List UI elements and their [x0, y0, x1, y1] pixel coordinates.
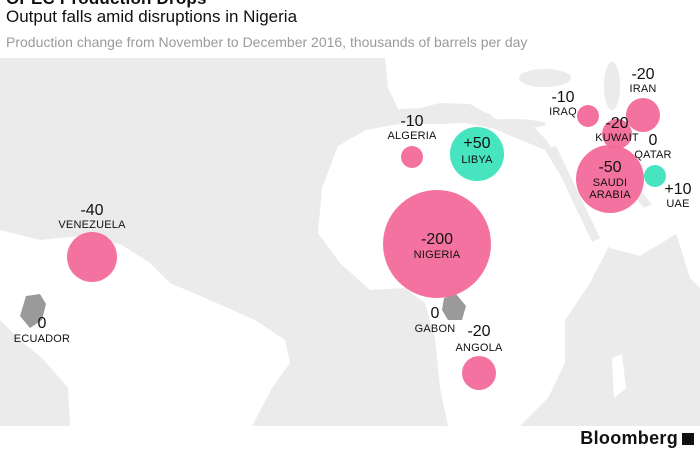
chart-subtitle: Production change from November to Decem… — [6, 34, 528, 50]
algeria-bubble — [401, 146, 423, 168]
ecuador-shape — [20, 294, 46, 328]
south-america-landmass — [0, 230, 290, 426]
chart-kicker: OPEC Production Drops — [6, 0, 207, 9]
mediterranean-sea — [368, 108, 492, 124]
venezuela-bubble — [67, 232, 117, 282]
brand-name: Bloomberg — [580, 428, 678, 448]
nigeria-name-label: NIGERIA — [413, 249, 461, 261]
brand-square-icon — [682, 433, 694, 445]
caspian-sea — [604, 62, 620, 110]
libya-value-label: +50 — [463, 135, 491, 152]
kuwait-value-label: -20 — [605, 115, 629, 132]
uae-value-label: +10 — [664, 181, 692, 198]
europe-mideast-landmass — [385, 58, 700, 218]
ecuador-value-label: 0 — [37, 315, 47, 332]
saudi-arabia-name-label: SAUDI ARABIA — [589, 177, 631, 201]
gabon-name-label: GABON — [414, 323, 456, 335]
kuwait-bubble — [602, 119, 632, 149]
gabon-value-label: 0 — [430, 305, 440, 322]
venezuela-value-label: -40 — [80, 202, 104, 219]
angola-name-label: ANGOLA — [455, 342, 503, 354]
kuwait-name-label: KUWAIT — [595, 132, 639, 144]
red-sea — [548, 146, 600, 242]
angola-bubble — [462, 356, 496, 390]
gabon-shape — [442, 294, 466, 320]
angola-value-label: -20 — [467, 323, 491, 340]
nigeria-value-label: -200 — [420, 231, 454, 248]
saudi-arabia-value-label: -50 — [598, 159, 622, 176]
chart-title: Output falls amid disruptions in Nigeria — [6, 7, 298, 26]
venezuela-name-label: VENEZUELA — [58, 219, 126, 231]
uae-bubble — [644, 165, 666, 187]
map-land — [0, 58, 700, 426]
nigeria-bubble — [383, 190, 491, 298]
iraq-bubble — [577, 105, 599, 127]
brand-logo: Bloomberg — [580, 428, 694, 449]
libya-name-label: LIBYA — [461, 154, 493, 166]
libya-bubble — [450, 127, 504, 181]
iraq-name-label: IRAQ — [549, 106, 577, 118]
mediterranean-east — [478, 119, 546, 129]
ecuador-name-label: ECUADOR — [13, 333, 71, 345]
qatar-value-label: 0 — [648, 132, 658, 149]
madagascar-landmass — [612, 354, 626, 398]
iraq-value-label: -10 — [551, 89, 575, 106]
iran-value-label: -20 — [631, 66, 655, 83]
iran-bubble — [626, 98, 660, 132]
iran-name-label: IRAN — [629, 83, 657, 95]
qatar-name-label: QATAR — [634, 149, 672, 161]
saudi-arabia-bubble — [576, 145, 644, 213]
india-landmass — [665, 193, 700, 288]
algeria-value-label: -10 — [400, 113, 424, 130]
black-sea — [519, 69, 571, 87]
uae-name-label: UAE — [666, 198, 690, 210]
algeria-name-label: ALGERIA — [387, 130, 437, 142]
